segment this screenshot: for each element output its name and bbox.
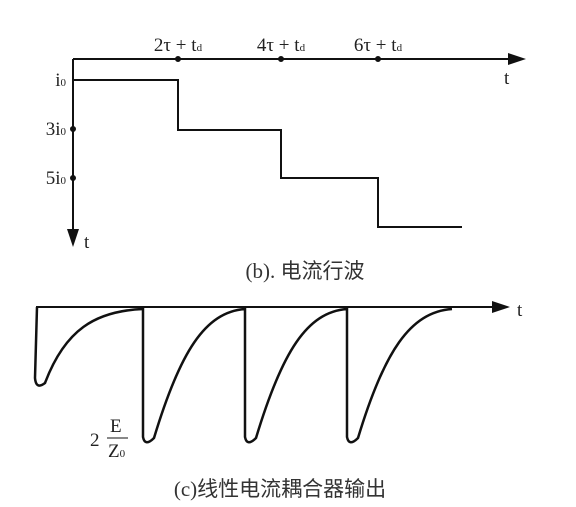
axis-label: t bbox=[84, 232, 90, 253]
text-part: 2τ + t bbox=[154, 35, 197, 56]
axis-label: t bbox=[504, 68, 510, 89]
time-label: 4τ + td bbox=[257, 35, 306, 56]
arrow bbox=[67, 229, 79, 247]
text-part: i bbox=[55, 70, 60, 91]
peak-denominator: Z0 bbox=[108, 441, 126, 462]
text-part: 0 bbox=[120, 448, 126, 460]
tick-dot bbox=[175, 56, 181, 62]
text-part: 0 bbox=[61, 175, 67, 187]
panel-c bbox=[33, 301, 510, 444]
arrow bbox=[508, 53, 526, 65]
caption: (c)线性电流耦合器输出 bbox=[174, 477, 386, 501]
time-label: 2τ + td bbox=[154, 35, 203, 56]
tick-dot bbox=[278, 56, 284, 62]
amplitude-label: 3i0 bbox=[46, 119, 67, 140]
amplitude-label: i0 bbox=[55, 70, 66, 91]
caption: (b). 电流行波 bbox=[246, 259, 365, 283]
tick-dot bbox=[375, 56, 381, 62]
text-part: 4τ + t bbox=[257, 35, 300, 56]
tick-dot bbox=[70, 175, 76, 181]
peak-coef: 2 bbox=[90, 430, 100, 451]
text-part: 6τ + t bbox=[354, 35, 397, 56]
text-part: d bbox=[397, 42, 403, 54]
pulse-wave bbox=[33, 306, 453, 444]
text-part: d bbox=[300, 42, 306, 54]
peak-numerator: E bbox=[110, 416, 122, 437]
text-part: d bbox=[197, 42, 203, 54]
text-part: 3i bbox=[46, 119, 61, 140]
text-part: 0 bbox=[61, 77, 67, 89]
text-part: 0 bbox=[61, 126, 67, 138]
step-wave bbox=[73, 79, 462, 228]
tick-dot bbox=[70, 126, 76, 132]
text-part: 5i bbox=[46, 168, 61, 189]
axis-label: t bbox=[517, 300, 523, 321]
amplitude-label: 5i0 bbox=[46, 168, 67, 189]
arrow bbox=[492, 301, 510, 313]
panel-b bbox=[67, 53, 526, 247]
text-part: Z bbox=[108, 441, 120, 462]
time-label: 6τ + td bbox=[354, 35, 403, 56]
